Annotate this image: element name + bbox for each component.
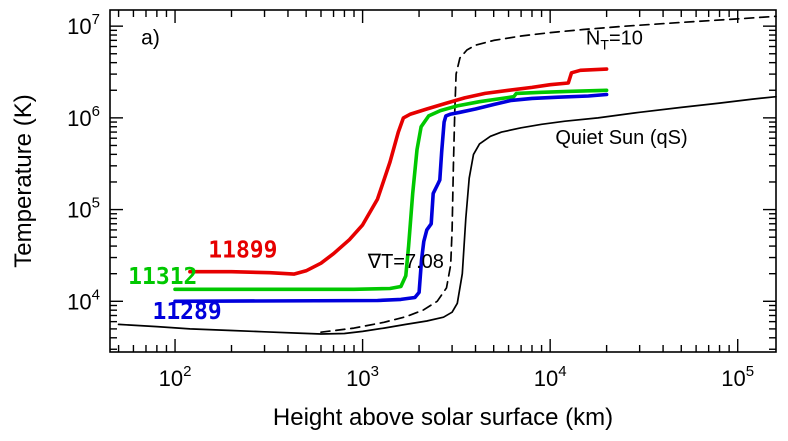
x-tick-label-4: 104	[534, 363, 567, 391]
plot-frame	[109, 9, 777, 353]
series-line-quiet-sun-qs-	[117, 95, 777, 335]
axis-ticks	[110, 10, 776, 352]
y-tick-label-6: 106	[67, 103, 100, 131]
x-axis-title: Height above solar surface (km)	[272, 404, 614, 431]
gradient-label: ∇T=7.08	[367, 251, 444, 273]
y-tick-label-4: 104	[67, 286, 100, 314]
region-11289-label: 11289	[152, 299, 221, 325]
panel-label: a)	[141, 27, 160, 50]
x-tick-label-5: 105	[721, 363, 754, 391]
region-11899-label: 11899	[208, 238, 277, 264]
series-line-11289	[173, 92, 609, 304]
nt10-label: NT=10	[586, 28, 643, 53]
quiet-sun-label: Quiet Sun (qS)	[555, 127, 687, 149]
region-11312-label: 11312	[128, 264, 197, 290]
series-line-nt-10	[320, 15, 777, 334]
y-axis-title: Temperature (K)	[10, 94, 37, 268]
y-tick-label-7: 107	[67, 11, 100, 39]
series-line-11899	[188, 67, 609, 276]
series-line-11312	[173, 88, 609, 292]
y-tick-label-5: 105	[67, 195, 100, 223]
x-tick-label-3: 103	[346, 363, 379, 391]
x-tick-label-2: 102	[159, 363, 192, 391]
